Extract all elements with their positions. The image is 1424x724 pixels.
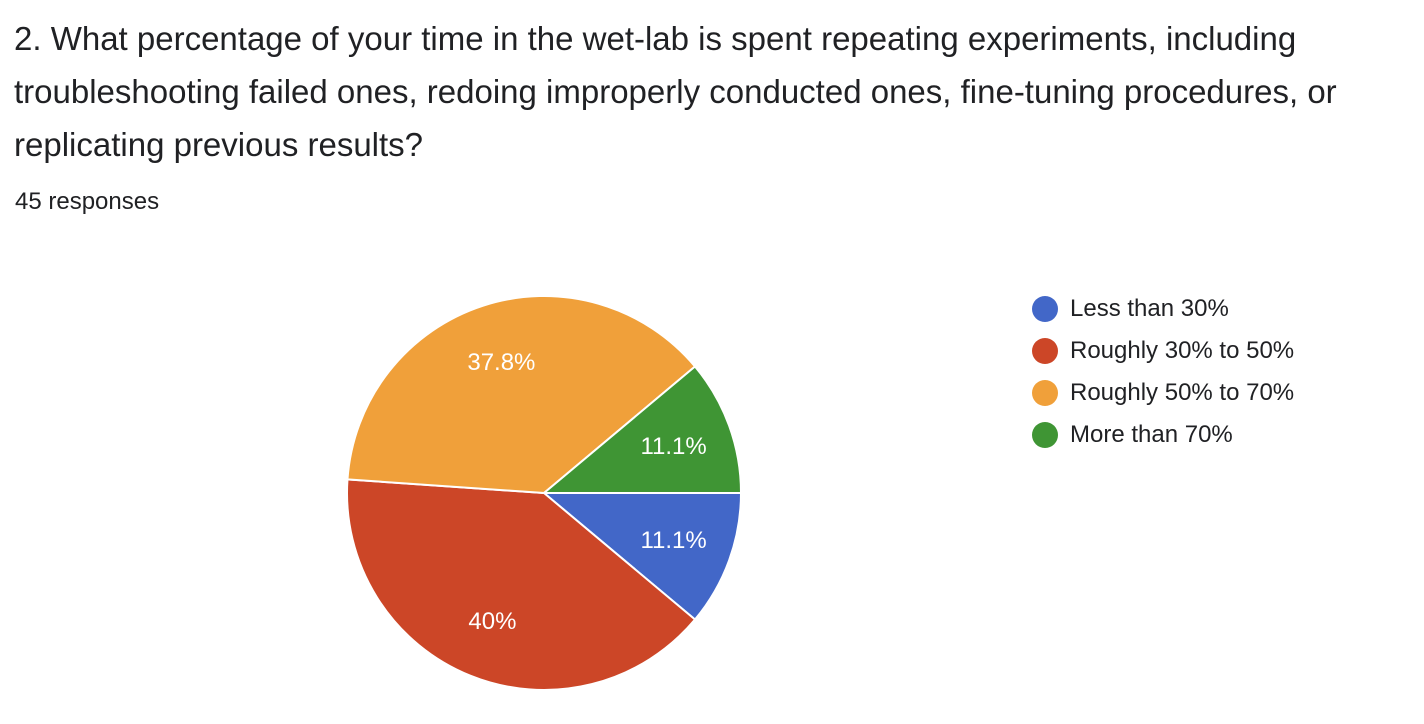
slice-label: 37.8% xyxy=(467,349,535,376)
question-title: 2. What percentage of your time in the w… xyxy=(14,20,1337,163)
legend-label: More than 70% xyxy=(1070,421,1233,448)
response-count: 45 responses xyxy=(15,188,160,215)
slice-label: 40% xyxy=(468,608,516,635)
legend-item[interactable]: Roughly 50% to 70% xyxy=(1032,372,1294,414)
chart-legend: Less than 30% Roughly 30% to 50% Roughly 5… xyxy=(1032,288,1294,456)
legend-label: Roughly 30% to 50% xyxy=(1070,337,1295,364)
slice-label: 11.1% xyxy=(640,527,706,554)
pie-slice[interactable] xyxy=(541,492,743,621)
slice-label: 11.1% xyxy=(640,433,706,460)
legend-item[interactable]: More than 70% xyxy=(1032,414,1294,456)
pie-slice[interactable] xyxy=(346,478,697,691)
legend-color-dot xyxy=(1032,296,1058,322)
legend-item[interactable]: Roughly 30% to 50% xyxy=(1032,330,1294,372)
legend-label: Less than 30% xyxy=(1070,295,1229,322)
legend-label: Roughly 50% to 70% xyxy=(1070,379,1295,406)
legend-color-dot xyxy=(1032,422,1058,448)
pie-slice[interactable] xyxy=(346,295,697,495)
pie-slice[interactable] xyxy=(541,365,743,494)
legend-item[interactable]: Less than 30% xyxy=(1032,288,1294,330)
legend-color-dot xyxy=(1032,338,1058,364)
legend-color-dot xyxy=(1032,380,1058,406)
